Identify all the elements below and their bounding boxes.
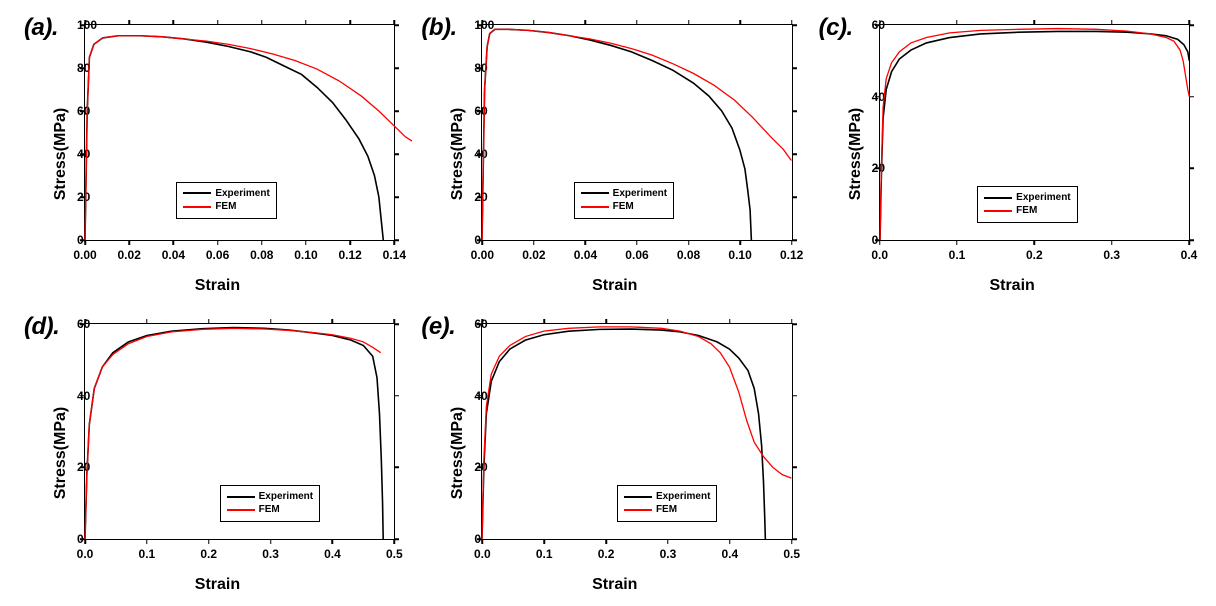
xtick-label: 0.0: [77, 547, 94, 561]
legend-label-experiment: Experiment: [613, 187, 667, 201]
xtick-label: 0.04: [162, 248, 185, 262]
xtick-label: 0.2: [200, 547, 217, 561]
xtick-label: 0.10: [728, 248, 751, 262]
panel-e: (e). Stress(MPa) Strain 02040600.00.10.20.3…: [415, 309, 800, 596]
legend-row-fem: FEM: [581, 200, 667, 214]
ylabel: Stress(MPa): [847, 107, 865, 199]
panel-a: (a). Stress(MPa) Strain 0204060801000.000.0…: [18, 10, 403, 297]
legend-swatch-experiment: [183, 192, 211, 194]
ylabel: Stress(MPa): [52, 107, 70, 199]
xlabel: Strain: [592, 277, 637, 295]
panel-label: (c).: [819, 14, 853, 42]
legend-label-fem: FEM: [1016, 204, 1037, 218]
legend-row-experiment: Experiment: [183, 187, 269, 201]
legend-label-fem: FEM: [613, 200, 634, 214]
panel-c: (c). Stress(MPa) Strain 02040600.00.10.20.3…: [813, 10, 1198, 297]
xlabel: Strain: [195, 576, 240, 594]
legend-swatch-fem: [183, 206, 211, 208]
legend-row-fem: FEM: [183, 200, 269, 214]
legend-label-fem: FEM: [215, 200, 236, 214]
xtick-label: 0.00: [73, 248, 96, 262]
plot-area: 02040600.00.10.20.30.40.5 Experiment FEM: [84, 323, 395, 540]
panel-d: (d). Stress(MPa) Strain 02040600.00.10.20.3…: [18, 309, 403, 596]
legend-row-experiment: Experiment: [624, 490, 710, 504]
xtick-label: 0.4: [721, 547, 738, 561]
plot-area: 02040600.00.10.20.30.40.5 Experiment FEM: [481, 323, 792, 540]
legend-row-experiment: Experiment: [984, 191, 1070, 205]
xtick-label: 0.02: [118, 248, 141, 262]
legend-label-experiment: Experiment: [1016, 191, 1070, 205]
xtick-label: 0.08: [250, 248, 273, 262]
legend: Experiment FEM: [617, 485, 717, 522]
xtick-label: 0.3: [262, 547, 279, 561]
xtick-label: 0.08: [677, 248, 700, 262]
xtick-label: 0.0: [474, 547, 491, 561]
legend-swatch-experiment: [581, 192, 609, 194]
xtick-label: 0.3: [1103, 248, 1120, 262]
xtick-label: 0.1: [536, 547, 553, 561]
xtick-label: 0.10: [294, 248, 317, 262]
panel-empty: [813, 309, 1198, 596]
legend: Experiment FEM: [220, 485, 320, 522]
legend-row-experiment: Experiment: [581, 187, 667, 201]
chart-grid: (a). Stress(MPa) Strain 0204060801000.000.0…: [0, 0, 1216, 606]
legend-swatch-fem: [227, 509, 255, 511]
legend-row-fem: FEM: [227, 503, 313, 517]
xtick-label: 0.2: [598, 547, 615, 561]
xtick-label: 0.06: [206, 248, 229, 262]
panel-label: (e).: [421, 313, 455, 341]
ylabel: Stress(MPa): [449, 107, 467, 199]
xtick-label: 0.04: [574, 248, 597, 262]
xlabel: Strain: [989, 277, 1034, 295]
xtick-label: 0.4: [324, 547, 341, 561]
xtick-label: 0.12: [338, 248, 361, 262]
legend-row-experiment: Experiment: [227, 490, 313, 504]
xtick-label: 0.1: [139, 547, 156, 561]
legend-label-experiment: Experiment: [656, 490, 710, 504]
plot-area: 0204060801000.000.020.040.060.080.100.12…: [481, 24, 792, 241]
ylabel: Stress(MPa): [449, 406, 467, 498]
legend-label-experiment: Experiment: [259, 490, 313, 504]
xtick-label: 0.0: [871, 248, 888, 262]
panel-b: (b). Stress(MPa) Strain 0204060801000.000.0…: [415, 10, 800, 297]
xtick-label: 0.5: [783, 547, 800, 561]
panel-label: (a).: [24, 14, 58, 42]
legend-swatch-fem: [984, 210, 1012, 212]
legend-label-fem: FEM: [259, 503, 280, 517]
xtick-label: 0.1: [949, 248, 966, 262]
xtick-label: 0.2: [1026, 248, 1043, 262]
legend-row-fem: FEM: [624, 503, 710, 517]
plot-area: 0204060801000.000.020.040.060.080.100.12…: [84, 24, 395, 241]
xtick-label: 0.06: [625, 248, 648, 262]
xlabel: Strain: [592, 576, 637, 594]
legend: Experiment FEM: [176, 182, 276, 219]
xtick-label: 0.02: [522, 248, 545, 262]
panel-label: (b).: [421, 14, 456, 42]
legend-row-fem: FEM: [984, 204, 1070, 218]
xtick-label: 0.00: [471, 248, 494, 262]
legend: Experiment FEM: [977, 186, 1077, 223]
legend: Experiment FEM: [574, 182, 674, 219]
legend-label-experiment: Experiment: [215, 187, 269, 201]
xtick-label: 0.5: [386, 547, 403, 561]
xtick-label: 0.14: [383, 248, 406, 262]
xlabel: Strain: [195, 277, 240, 295]
plot-area: 02040600.00.10.20.30.4 Experiment FEM: [879, 24, 1190, 241]
legend-swatch-experiment: [984, 197, 1012, 199]
xtick-label: 0.3: [660, 547, 677, 561]
legend-label-fem: FEM: [656, 503, 677, 517]
legend-swatch-fem: [624, 509, 652, 511]
panel-label: (d).: [24, 313, 59, 341]
ylabel: Stress(MPa): [52, 406, 70, 498]
legend-swatch-fem: [581, 206, 609, 208]
legend-swatch-experiment: [624, 496, 652, 498]
xtick-label: 0.12: [780, 248, 803, 262]
xtick-label: 0.4: [1181, 248, 1198, 262]
legend-swatch-experiment: [227, 496, 255, 498]
